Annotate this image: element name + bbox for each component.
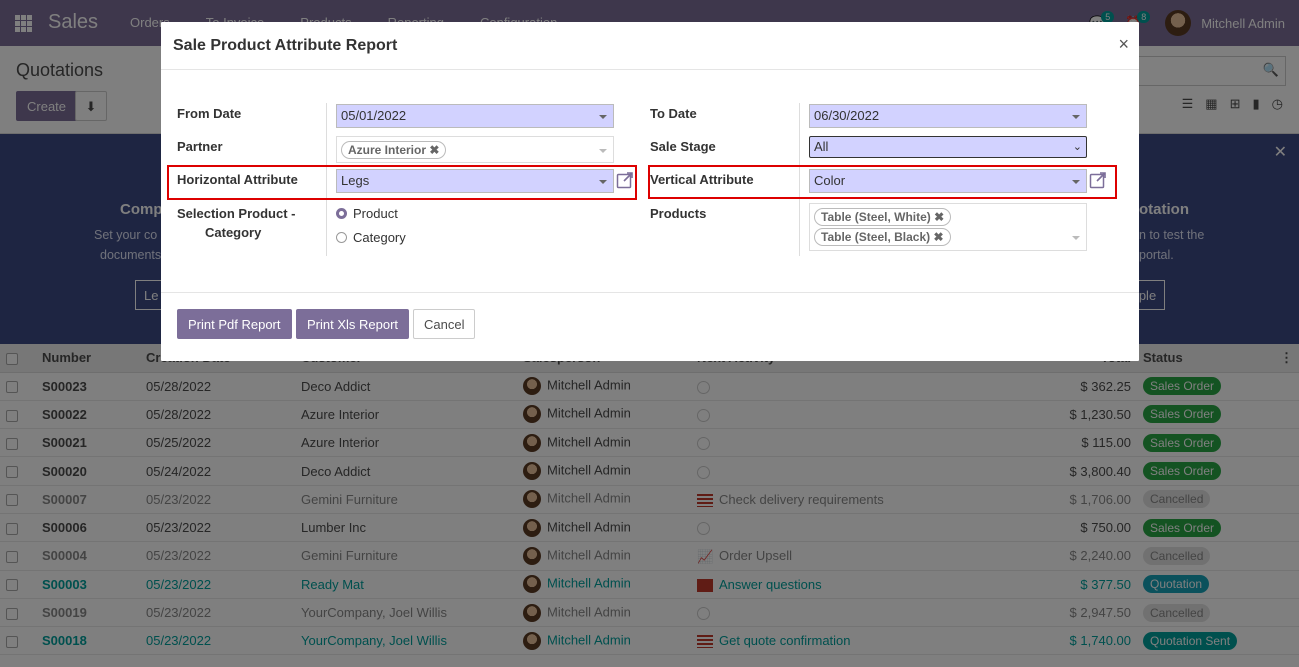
partner-field[interactable]: Azure Interior ✖	[336, 136, 614, 163]
selection-label-line-2: Category	[205, 225, 262, 240]
product-tag-1: Table (Steel, White) ✖	[814, 207, 1086, 227]
radio-product[interactable]	[336, 208, 347, 219]
vertical-attribute-label: Vertical Attribute	[650, 172, 754, 187]
chevron-down-icon	[599, 180, 607, 184]
to-date-field[interactable]: 06/30/2022	[809, 104, 1087, 128]
product-tag: Table (Steel, White) ✖	[814, 208, 952, 226]
partner-tag-label: Azure Interior	[348, 143, 427, 157]
vertical-attribute-highlight	[648, 165, 1117, 199]
chevron-down-icon	[1072, 115, 1080, 119]
selection-label-line-1: Selection Product -	[177, 206, 296, 221]
remove-tag-icon[interactable]: ✖	[429, 143, 440, 157]
from-date-label: From Date	[177, 106, 242, 121]
horizontal-attribute-highlight	[167, 165, 637, 200]
option-category-label: Category	[353, 230, 406, 245]
from-date-field[interactable]: 05/01/2022	[336, 104, 614, 128]
partner-label: Partner	[177, 139, 223, 154]
print-xls-button[interactable]: Print Xls Report	[296, 309, 410, 339]
vertical-attribute-field[interactable]: Color	[809, 169, 1087, 193]
select-arrow-icon: ⌄	[1072, 141, 1082, 153]
right-label-divider	[799, 103, 800, 256]
dialog-title: Sale Product Attribute Report	[173, 37, 398, 54]
horizontal-attribute-value: Legs	[341, 173, 370, 188]
dialog-footer: Print Pdf Report Print Xls Report Cancel	[161, 293, 1139, 361]
external-link-icon[interactable]	[616, 171, 634, 189]
sale-stage-select[interactable]: All ⌄	[809, 136, 1087, 158]
option-category[interactable]: Category	[336, 228, 406, 247]
option-product[interactable]: Product	[336, 204, 398, 223]
horizontal-attribute-label: Horizontal Attribute	[177, 172, 298, 187]
product-tag-2: Table (Steel, Black) ✖	[814, 227, 1086, 247]
to-date-label: To Date	[650, 106, 697, 121]
radio-category[interactable]	[336, 232, 347, 243]
products-label: Products	[650, 206, 707, 221]
product-tag-label: Table (Steel, Black)	[821, 230, 931, 244]
vertical-attribute-value: Color	[814, 173, 846, 188]
external-link-icon[interactable]	[1089, 171, 1107, 189]
product-tag-label: Table (Steel, White)	[821, 210, 931, 224]
left-label-divider	[326, 103, 327, 256]
close-icon[interactable]: ×	[1118, 34, 1129, 54]
horizontal-attribute-field[interactable]: Legs	[336, 169, 614, 193]
attribute-report-dialog: Sale Product Attribute Report × From Dat…	[161, 22, 1139, 361]
chevron-down-icon	[599, 115, 607, 119]
cancel-button[interactable]: Cancel	[413, 309, 476, 339]
sale-stage-value: All	[814, 139, 829, 154]
chevron-down-icon	[599, 149, 607, 153]
sale-stage-label: Sale Stage	[650, 139, 716, 154]
remove-tag-icon[interactable]: ✖	[934, 210, 945, 224]
print-pdf-button[interactable]: Print Pdf Report	[177, 309, 292, 339]
products-field[interactable]: Table (Steel, White) ✖ Table (Steel, Bla…	[809, 203, 1087, 251]
dialog-body: From Date 05/01/2022 To Date 06/30/2022 …	[161, 70, 1139, 293]
chevron-down-icon	[1072, 236, 1080, 240]
chevron-down-icon	[1072, 180, 1080, 184]
partner-tag: Azure Interior ✖	[341, 141, 447, 159]
from-date-value: 05/01/2022	[341, 108, 407, 123]
dialog-header: Sale Product Attribute Report ×	[161, 22, 1139, 70]
option-product-label: Product	[353, 206, 398, 221]
product-tag: Table (Steel, Black) ✖	[814, 228, 951, 246]
to-date-value: 06/30/2022	[814, 108, 880, 123]
remove-tag-icon[interactable]: ✖	[933, 230, 944, 244]
